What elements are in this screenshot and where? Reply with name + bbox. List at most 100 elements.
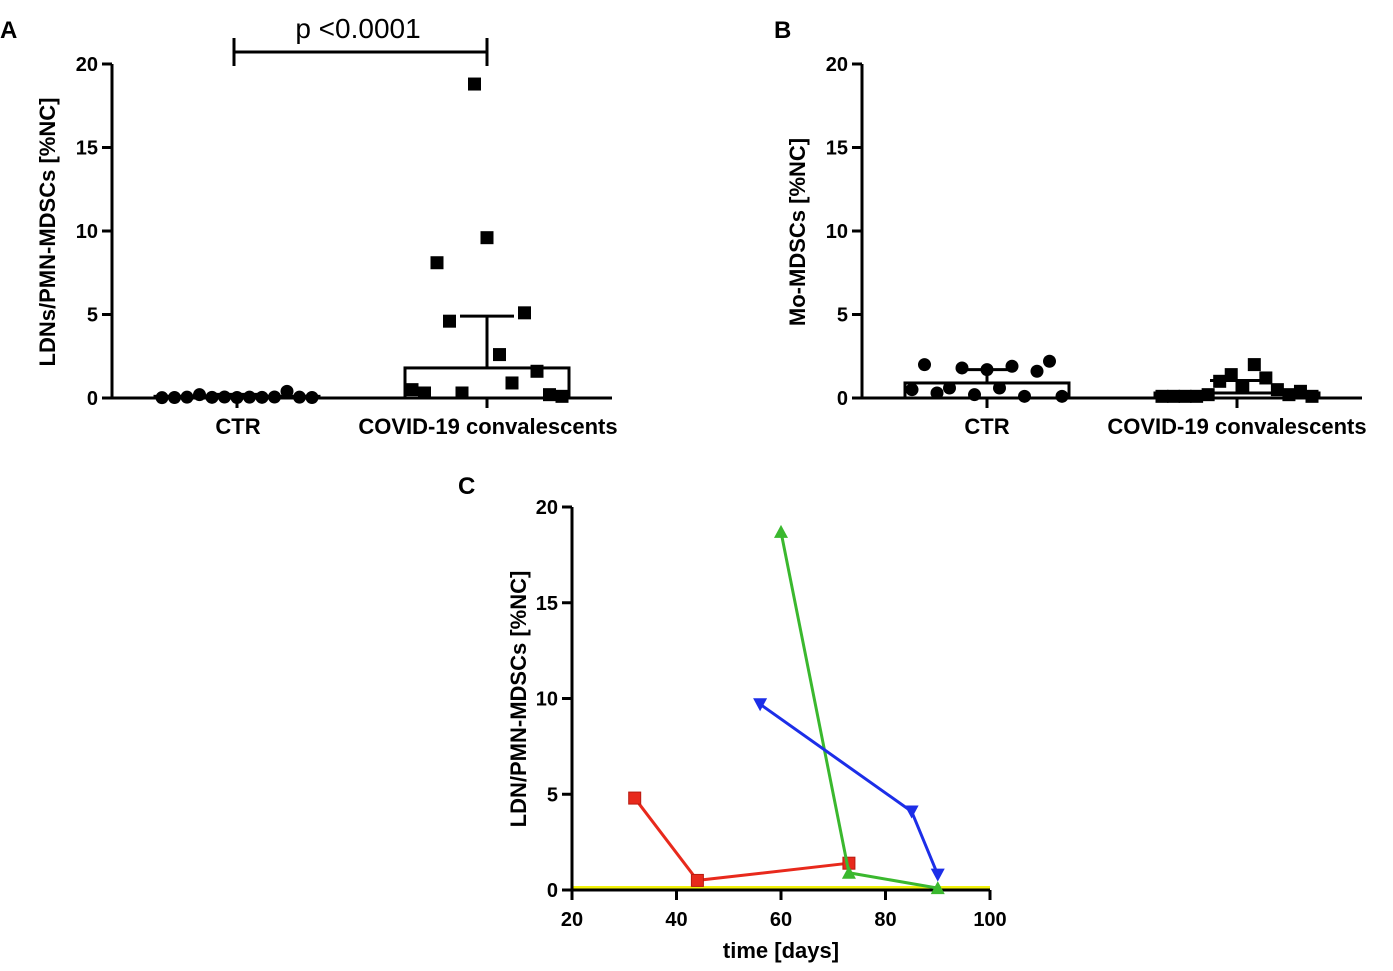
panel-b-mean-bars	[903, 368, 1321, 400]
panel-c-letter: C	[458, 473, 475, 500]
patient-green-line	[779, 531, 939, 890]
panel-a-covid-point-4	[455, 386, 469, 400]
panel-b-ctr-point-10	[1030, 364, 1044, 378]
panel-a-covid-point-0	[405, 383, 419, 397]
panel-b-covid-point-3	[1190, 389, 1204, 403]
panel-a-ctr-point-5	[218, 390, 231, 404]
panel-b-y-tick-label-0: 0	[837, 388, 848, 410]
panel-a-y-tick-label-5: 5	[87, 305, 98, 327]
panel-b-y-tick-label-20: 20	[826, 54, 848, 76]
panel-a-covid-point-6	[480, 231, 494, 245]
panel-a-y-tick-label-0: 0	[87, 388, 98, 410]
panel-b-ctr-point-6	[980, 363, 994, 377]
panel-b-covid-point-6	[1224, 368, 1238, 382]
significance-bracket: p <0.0001	[232, 13, 489, 66]
panel-c-x-tick-label-100: 100	[973, 909, 1006, 931]
panel-a-ctr-point-12	[305, 390, 319, 404]
panel-b-y-tick-label-5: 5	[837, 305, 848, 327]
panel-b-covid-point-10	[1270, 383, 1284, 397]
panel-a-y-axis-label: LDNs/PMN-MDSCs [%NC]	[35, 98, 60, 367]
panel-b-covid-point-5	[1213, 374, 1227, 388]
patient-blue-point-0	[753, 698, 768, 712]
panel-b-ctr-point-8	[1005, 359, 1019, 373]
panel-b-y-tick-label-15: 15	[826, 138, 848, 160]
panel-c: C LDN/PMN-MDSCs [%NC] time [days] 0 5 10 15…	[458, 473, 1007, 963]
p-value-label: p <0.0001	[295, 13, 420, 44]
panel-c-x-tick-label-40: 40	[665, 909, 687, 931]
panel-b-ctr-mean-bar	[903, 381, 1071, 400]
panel-a-covid-point-12	[555, 389, 569, 403]
panel-b-covid-point-1	[1167, 389, 1181, 403]
panel-c-y-tick-label-0: 0	[547, 880, 558, 902]
panel-b-ctr-point-2	[930, 386, 944, 400]
patient-blue-point-1	[904, 805, 919, 819]
panel-a-y-tick-label-15: 15	[76, 138, 98, 160]
patient-red-point-0	[628, 791, 642, 805]
panel-a-covid-point-5	[468, 77, 481, 91]
panel-b-covid-point-2	[1178, 389, 1192, 403]
panel-a-y-ticks: 0 5 10 15 20	[76, 54, 112, 410]
panel-a-ctr-point-4	[205, 390, 219, 404]
panel-a-y-tick-label-20: 20	[76, 54, 98, 76]
patient-green-point-2	[930, 881, 945, 895]
panel-a-ctr-point-0	[155, 391, 169, 405]
panel-c-y-tick-label-5: 5	[547, 784, 558, 806]
panel-a-covid-point-8	[505, 376, 519, 390]
panel-a-letter: A	[0, 17, 17, 44]
panel-a-y-tick-label-10: 10	[76, 221, 98, 243]
patient-red-line	[633, 797, 850, 883]
panel-b-ctr-point-3	[943, 381, 956, 395]
panel-b-covid-point-4	[1201, 388, 1215, 402]
panel-b-covid-point-8	[1247, 358, 1261, 372]
panel-a-covid-point-10	[530, 364, 544, 378]
panel-b-covid-point-12	[1293, 384, 1307, 398]
patient-green-point-1	[841, 865, 856, 879]
panel-c-y-tick-label-10: 10	[536, 689, 558, 711]
panel-c-x-axis-label: time [days]	[723, 938, 839, 963]
panel-b-y-ticks: 0 5 10 15 20	[826, 54, 862, 410]
panel-b-ctr-point-9	[1018, 389, 1031, 403]
panel-a-category-ctr: CTR	[215, 414, 260, 439]
panel-a-ctr-point-8	[255, 390, 269, 404]
panel-b-y-axis-label: Mo-MDSCs [%NC]	[785, 138, 810, 326]
panel-a-ctr-point-3	[193, 388, 206, 402]
panel-c-x-tick-label-80: 80	[874, 909, 896, 931]
panel-b-covid-point-9	[1259, 371, 1273, 385]
patient-green-point-0	[774, 524, 788, 538]
panel-c-y-ticks: 0 5 10 15 20	[536, 497, 572, 902]
panel-c-x-ticks: 20 40 60 80 100	[561, 890, 1007, 931]
panel-a-ctr-point-2	[180, 390, 194, 404]
panel-c-y-tick-label-15: 15	[536, 593, 558, 615]
panel-b-covid-point-0	[1155, 389, 1169, 403]
panel-a-ctr-point-1	[168, 390, 181, 404]
panel-a-covid-point-9	[518, 306, 531, 320]
panel-a: A LDNs/PMN-MDSCs [%NC] 0 5 10 15 20 CTR COVI…	[0, 13, 618, 439]
panel-b-covid-point-13	[1305, 389, 1319, 403]
panel-c-x-tick-label-20: 20	[561, 909, 583, 931]
panel-b-ctr-point-4	[955, 361, 969, 375]
panel-c-x-tick-label-60: 60	[770, 909, 792, 931]
panel-b-ctr-point-0	[905, 383, 919, 397]
panel-b-ctr-point-12	[1055, 389, 1069, 403]
panel-b-covid-point-7	[1236, 379, 1250, 393]
panel-b-ctr-point-5	[968, 388, 981, 402]
panel-b: B Mo-MDSCs [%NC] 0 5 10 15 20 CTR COVID-19 c…	[774, 17, 1367, 439]
panel-c-y-axis-label: LDN/PMN-MDSCs [%NC]	[506, 571, 531, 828]
panel-a-ctr-point-6	[230, 390, 244, 404]
patient-blue-line	[759, 703, 940, 876]
panel-b-category-covid: COVID-19 convalescents	[1107, 414, 1366, 439]
panel-a-category-covid: COVID-19 convalescents	[358, 414, 617, 439]
panel-b-ctr-point-1	[918, 358, 931, 372]
panel-b-points	[905, 354, 1319, 403]
panel-a-ctr-point-9	[268, 390, 281, 404]
panel-a-covid-point-7	[493, 348, 506, 362]
patient-blue-point-2	[930, 868, 945, 882]
panel-a-covid-point-2	[430, 256, 444, 270]
panel-a-covid-point-3	[443, 314, 456, 328]
panel-a-covid-point-1	[418, 386, 431, 400]
panel-c-y-tick-label-20: 20	[536, 497, 558, 519]
panel-a-ctr-point-7	[243, 390, 256, 404]
panel-a-covid-point-11	[543, 388, 556, 402]
panel-c-series	[628, 524, 945, 895]
